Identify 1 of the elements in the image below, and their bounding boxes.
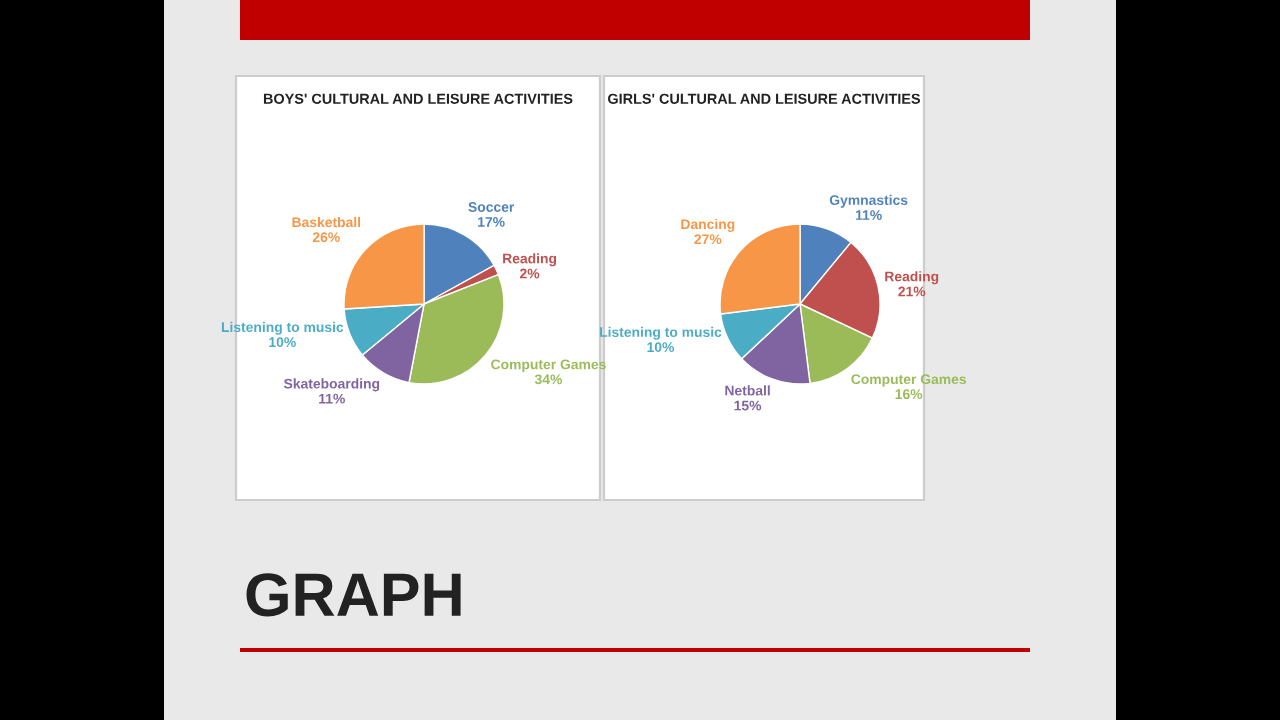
text: GRAPH [246,573,461,617]
